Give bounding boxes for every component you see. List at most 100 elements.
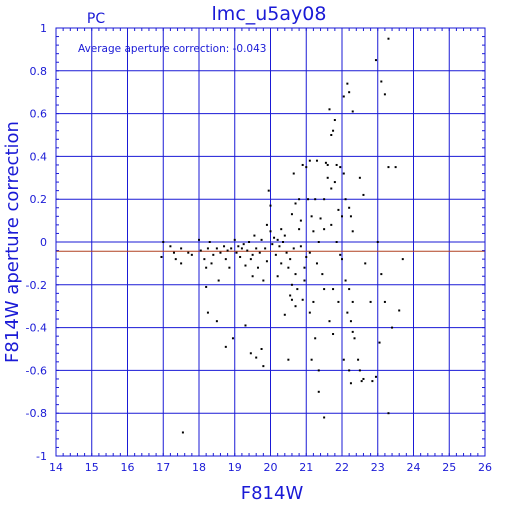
data-point <box>269 204 272 207</box>
data-point <box>324 161 327 164</box>
data-point <box>180 262 183 265</box>
y-tick-label: 0.6 <box>30 108 48 121</box>
data-point <box>249 258 252 261</box>
data-point <box>342 172 345 175</box>
data-point <box>330 223 333 226</box>
data-point <box>290 283 293 286</box>
data-point <box>289 294 292 297</box>
data-point <box>321 273 324 276</box>
data-point <box>217 279 220 282</box>
data-point <box>323 288 326 291</box>
data-point <box>333 119 336 122</box>
data-point <box>294 305 297 308</box>
data-point <box>239 255 242 258</box>
data-point <box>351 230 354 233</box>
y-tick-label: 0 <box>40 236 47 249</box>
x-tick-label: 15 <box>85 461 99 474</box>
data-points <box>160 37 404 434</box>
data-point <box>235 251 238 254</box>
data-point <box>312 230 315 233</box>
data-point <box>376 241 379 243</box>
data-point <box>328 320 331 323</box>
x-tick-label: 17 <box>156 461 170 474</box>
data-point <box>378 341 381 344</box>
data-point <box>360 380 363 383</box>
data-point <box>348 206 351 209</box>
data-point <box>262 365 265 368</box>
data-point <box>310 215 313 218</box>
data-point <box>333 181 336 184</box>
data-point <box>346 311 349 314</box>
data-point <box>255 356 258 359</box>
x-tick-label: 20 <box>264 461 278 474</box>
data-point <box>308 251 311 254</box>
data-point <box>319 217 322 220</box>
data-point <box>287 266 290 269</box>
data-point <box>369 300 372 303</box>
data-point <box>206 247 209 250</box>
data-point <box>260 238 263 241</box>
data-point <box>230 247 233 250</box>
y-tick-label: -1 <box>36 450 47 463</box>
y-tick-label: 0.2 <box>30 193 48 206</box>
data-point <box>335 163 338 166</box>
y-tick-label: -0.2 <box>26 279 47 292</box>
data-point <box>332 333 335 336</box>
data-point <box>326 163 329 166</box>
data-point <box>323 228 326 231</box>
data-point <box>253 234 256 237</box>
data-point <box>255 247 258 250</box>
data-point <box>228 266 231 269</box>
data-point <box>278 245 281 248</box>
y-tick-label: -0.8 <box>26 407 47 420</box>
data-point <box>349 215 352 218</box>
average-annotation: Average aperture correction: -0.043 <box>78 43 266 55</box>
y-tick-label: 1 <box>40 22 47 35</box>
data-point <box>294 273 297 276</box>
data-point <box>244 264 247 267</box>
data-point <box>283 313 286 316</box>
data-point <box>298 198 301 201</box>
data-point <box>262 279 265 282</box>
data-point <box>362 377 365 380</box>
data-point <box>337 300 340 303</box>
data-point <box>362 193 365 196</box>
data-point <box>280 262 283 265</box>
data-point <box>351 110 354 113</box>
data-point <box>317 241 320 243</box>
y-tick-label: -0.4 <box>26 322 47 335</box>
data-point <box>280 228 283 231</box>
data-point <box>289 258 292 261</box>
x-tick-label: 24 <box>407 461 421 474</box>
y-tick-label: 0.8 <box>30 65 48 78</box>
plot-frame <box>55 27 486 457</box>
x-tick-label: 16 <box>121 461 135 474</box>
data-point <box>248 241 251 243</box>
data-point <box>208 241 211 243</box>
data-point <box>260 348 263 350</box>
data-point <box>265 223 268 226</box>
data-point <box>301 163 304 166</box>
data-point <box>391 326 394 329</box>
data-point <box>353 337 356 340</box>
data-point <box>251 275 254 278</box>
data-point <box>294 202 297 205</box>
data-point <box>205 266 208 269</box>
x-tick-label: 14 <box>49 461 63 474</box>
data-point <box>341 215 343 218</box>
data-point <box>323 416 326 419</box>
data-point <box>315 262 318 265</box>
data-point <box>305 166 308 169</box>
data-point <box>349 320 352 323</box>
data-point <box>348 369 351 372</box>
data-point <box>358 176 361 179</box>
data-point <box>305 255 308 258</box>
y-axis-label: F814W aperture correction <box>2 121 23 363</box>
data-point <box>181 431 184 434</box>
data-point <box>224 258 227 261</box>
data-point <box>224 345 227 348</box>
data-point <box>169 245 172 248</box>
data-point <box>371 380 374 383</box>
data-point <box>282 241 285 243</box>
